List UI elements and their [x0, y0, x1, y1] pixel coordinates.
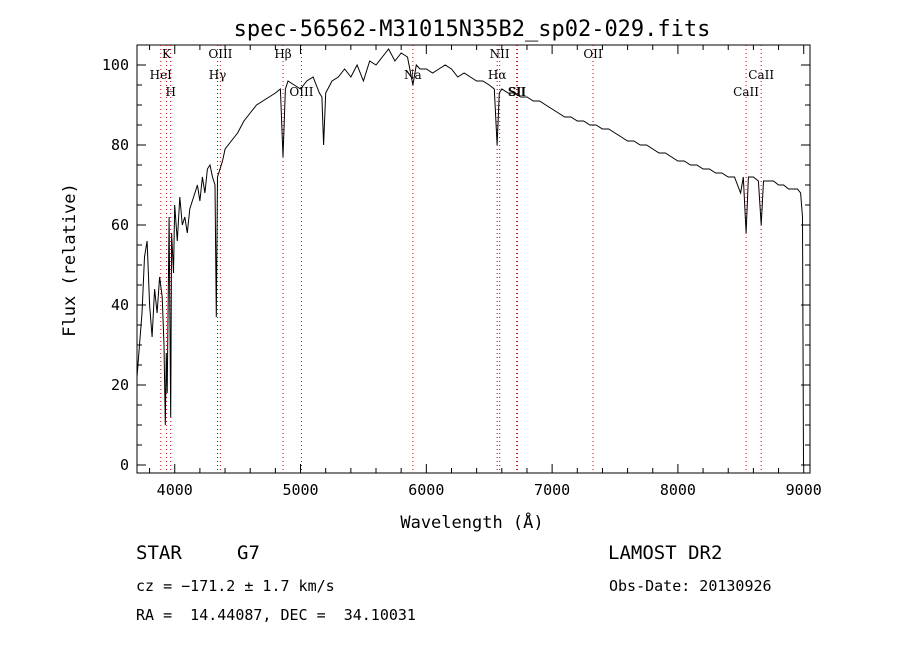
line-marker-label: Hβ: [274, 47, 291, 61]
y-tick-label: 80: [111, 136, 129, 154]
x-axis-label: Wavelength (Å): [400, 511, 543, 533]
line-marker-label: Hα: [488, 68, 507, 82]
y-tick-label: 0: [120, 456, 129, 474]
x-tick-label: 8000: [660, 481, 696, 499]
line-marker-label: CaII: [733, 85, 759, 99]
x-tick-label: 9000: [786, 481, 822, 499]
object-class: STAR: [136, 542, 182, 564]
axis-ticks: 4000 5000 6000 7000 8000 9000 0 20 40 60 80 100: [102, 45, 822, 499]
x-tick-label: 6000: [408, 481, 444, 499]
line-marker-label: NII: [490, 47, 510, 61]
y-axis-label: Flux (relative): [60, 183, 80, 337]
coordinates: RA = 14.44087, DEC = 34.10031: [136, 606, 416, 624]
x-tick-label: 4000: [157, 481, 193, 499]
y-tick-label: 20: [111, 376, 129, 394]
line-marker-label: OII: [583, 47, 603, 61]
line-marker-label: OIII: [289, 85, 313, 99]
line-marker-label: OIII: [208, 47, 232, 61]
line-marker-label: CaII: [748, 68, 774, 82]
obs-date: Obs-Date: 20130926: [609, 577, 772, 595]
line-markers: KHeIHOIIIHγOIIIHβNaSIINIIHαSIIOIICaIICaI…: [150, 45, 774, 473]
survey-name: LAMOST DR2: [608, 542, 723, 564]
line-marker-label: H: [165, 85, 175, 99]
subclass: G7: [237, 542, 260, 564]
x-tick-label: 5000: [282, 481, 318, 499]
x-tick-label: 7000: [534, 481, 570, 499]
y-tick-label: 60: [111, 216, 129, 234]
y-tick-label: 40: [111, 296, 129, 314]
plot-frame: [136, 44, 811, 474]
line-marker-label: Hγ: [209, 68, 227, 82]
chart-title: spec-56562-M31015N35B2_sp02-029.fits: [234, 17, 711, 42]
line-marker-label: Na: [404, 68, 422, 82]
y-tick-label: 100: [102, 56, 129, 74]
spectrum-line: [136, 48, 804, 466]
line-marker-label: SII: [509, 85, 527, 99]
line-marker-label: SII: [508, 85, 526, 99]
redshift-text: cz = −171.2 ± 1.7 km/s: [136, 577, 335, 595]
line-marker-label: HeI: [150, 68, 173, 82]
line-marker-label: K: [162, 47, 172, 61]
